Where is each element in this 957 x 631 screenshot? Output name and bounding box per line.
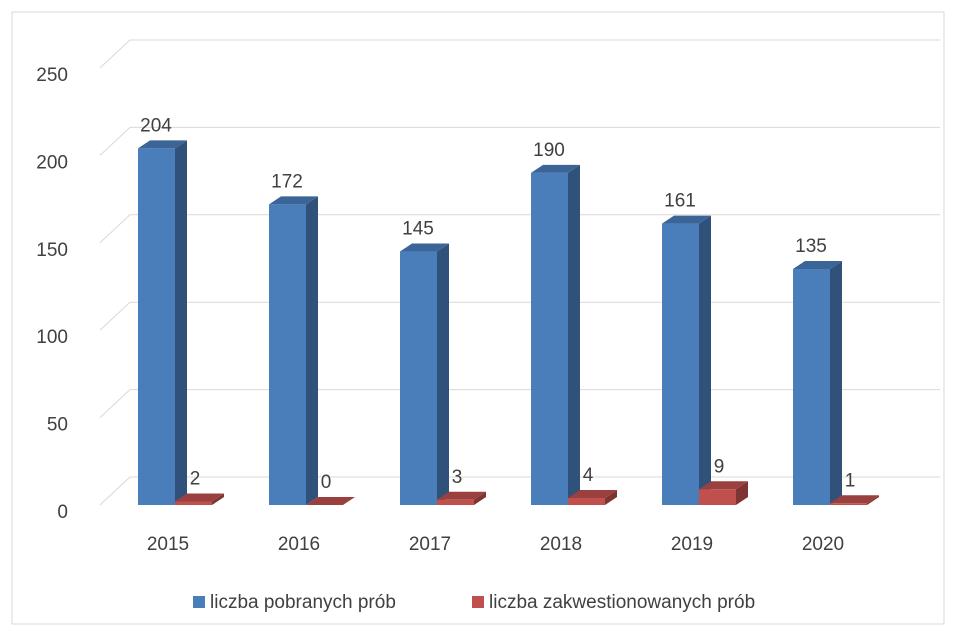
bar-face: [830, 495, 879, 504]
bar: [306, 497, 355, 505]
bar-face: [568, 490, 617, 499]
bar: [437, 491, 486, 505]
bar: [269, 196, 318, 505]
y-tick-label: 0: [57, 502, 68, 523]
x-tick-label: 2015: [147, 534, 189, 555]
data-label: 172: [271, 171, 303, 192]
y-tick-label: 250: [36, 65, 68, 86]
grid-line-depth: [99, 127, 131, 156]
legend-swatch: [472, 596, 484, 608]
bar-face: [605, 490, 617, 505]
data-label: 204: [140, 115, 172, 136]
y-tick-label: 150: [36, 240, 68, 261]
bar-face: [437, 243, 449, 506]
data-label: 3: [452, 467, 463, 488]
bar-face: [400, 243, 449, 252]
x-tick-label: 2020: [802, 534, 844, 555]
bar-face: [867, 495, 879, 505]
bar: [531, 164, 580, 505]
bar-face: [269, 204, 306, 505]
x-tick-label: 2018: [540, 534, 582, 555]
bar-face: [212, 493, 224, 505]
data-label: 190: [533, 140, 565, 161]
bar-face: [793, 261, 842, 270]
legend-swatch: [193, 596, 205, 608]
bar-face: [736, 481, 748, 505]
y-tick-label: 50: [47, 415, 68, 436]
bar-face: [830, 261, 842, 505]
bar-face: [175, 493, 224, 502]
data-label: 2: [190, 469, 201, 490]
data-label: 135: [795, 236, 827, 257]
bar-face: [306, 497, 355, 505]
grid-line-depth: [99, 214, 131, 244]
grid-line-depth: [99, 39, 131, 69]
bar-face: [568, 498, 605, 505]
bar-face: [531, 172, 568, 505]
bar: [662, 215, 711, 505]
bar-face: [437, 499, 474, 505]
bar-face: [437, 491, 486, 500]
legend-label: liczba pobranych prób: [210, 592, 396, 613]
bar-face: [662, 223, 699, 505]
data-label: 145: [402, 219, 434, 240]
x-tick-label: 2017: [409, 534, 451, 555]
x-tick-label: 2019: [671, 534, 713, 555]
data-label: 161: [664, 191, 696, 212]
bar-face: [531, 164, 580, 173]
bar-face: [474, 491, 486, 505]
bar-face: [699, 489, 736, 505]
bar-face: [793, 269, 830, 505]
grid-line-depth: [99, 389, 131, 418]
y-tick-label: 200: [36, 152, 68, 173]
data-label: 1: [845, 470, 856, 491]
bar: [175, 493, 224, 505]
bar: [400, 243, 449, 506]
bar-face: [175, 140, 187, 505]
bar-face: [306, 196, 318, 505]
bar: [793, 261, 842, 505]
bar-face: [568, 164, 580, 505]
data-label: 9: [714, 456, 725, 477]
bar-face: [175, 501, 212, 505]
bar-face: [699, 215, 711, 505]
bar: [138, 140, 187, 505]
bar: [568, 490, 617, 505]
grid-line-depth: [99, 476, 131, 506]
bar-face: [138, 148, 175, 505]
y-tick-label: 100: [36, 327, 68, 348]
data-label: 0: [321, 472, 332, 493]
bar-face: [400, 251, 437, 505]
bar-face: [699, 481, 748, 490]
legend-label: liczba zakwestionowanych prób: [489, 592, 755, 613]
bar: [699, 481, 748, 505]
grid-line-depth: [99, 301, 131, 331]
x-tick-label: 2016: [278, 534, 320, 555]
data-label: 4: [583, 465, 594, 486]
bar-face: [269, 196, 318, 205]
bar-face: [830, 503, 867, 505]
bar-face: [662, 215, 711, 224]
bar: [830, 495, 879, 505]
bar-face: [138, 140, 187, 149]
